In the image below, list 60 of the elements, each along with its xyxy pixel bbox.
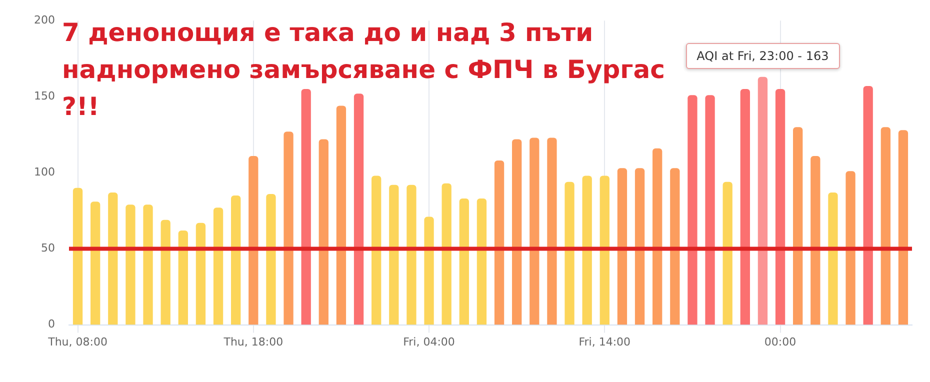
y-tick-label: 0 xyxy=(48,318,55,331)
bar xyxy=(670,168,680,325)
bar xyxy=(880,127,890,325)
bar xyxy=(301,89,311,325)
bar xyxy=(143,204,153,325)
bar xyxy=(600,176,610,325)
bar xyxy=(758,76,768,325)
y-tick-label: 50 xyxy=(40,242,55,255)
bar xyxy=(424,216,434,325)
bar xyxy=(284,132,294,325)
bar xyxy=(231,196,241,325)
bar xyxy=(810,156,820,325)
bar xyxy=(389,184,399,325)
bar xyxy=(634,168,645,325)
bar xyxy=(372,176,382,325)
bar xyxy=(494,160,504,325)
bar xyxy=(582,176,592,325)
bar xyxy=(108,192,118,325)
bar xyxy=(178,230,188,325)
bar xyxy=(512,139,522,325)
y-tick-label: 100 xyxy=(34,166,55,179)
x-tick-label: Thu, 18:00 xyxy=(222,335,284,348)
bar xyxy=(547,138,557,325)
bar xyxy=(126,204,136,325)
bar xyxy=(775,89,786,325)
bar xyxy=(318,139,328,325)
bar xyxy=(336,106,346,325)
bar xyxy=(530,138,540,325)
bar xyxy=(688,95,698,325)
bar xyxy=(898,130,908,325)
bar xyxy=(863,86,873,325)
bar xyxy=(406,184,416,325)
y-tick-label: 150 xyxy=(34,90,55,103)
bar xyxy=(354,94,364,325)
text: 7 денонощия е така до и над 3 пъти наднормено замърсяване с ФПЧ в Бургас ?!! xyxy=(62,17,666,123)
bar xyxy=(459,198,469,325)
bar xyxy=(705,95,715,325)
bar xyxy=(90,202,100,325)
bar xyxy=(846,171,856,325)
x-tick-label: 00:00 xyxy=(764,335,796,348)
bar xyxy=(652,148,662,325)
x-tick-label: Thu, 08:00 xyxy=(47,335,108,348)
bar xyxy=(476,198,487,325)
bar xyxy=(722,182,732,325)
bar xyxy=(617,168,628,325)
bar xyxy=(248,156,258,325)
bar xyxy=(266,194,276,325)
bar xyxy=(213,208,224,325)
bar xyxy=(793,127,803,325)
annotation: AQI at Fri, 23:00 - 163 xyxy=(686,42,840,69)
bar xyxy=(442,183,452,325)
bar xyxy=(160,220,170,325)
bar xyxy=(196,222,206,325)
x-tick-label: Fri, 14:00 xyxy=(578,335,631,348)
y-tick-label: 200 xyxy=(34,13,55,26)
bar xyxy=(740,89,750,325)
bar xyxy=(564,182,574,325)
bar xyxy=(72,188,83,325)
x-tick-label: Fri, 04:00 xyxy=(403,335,455,348)
bar xyxy=(828,192,838,325)
